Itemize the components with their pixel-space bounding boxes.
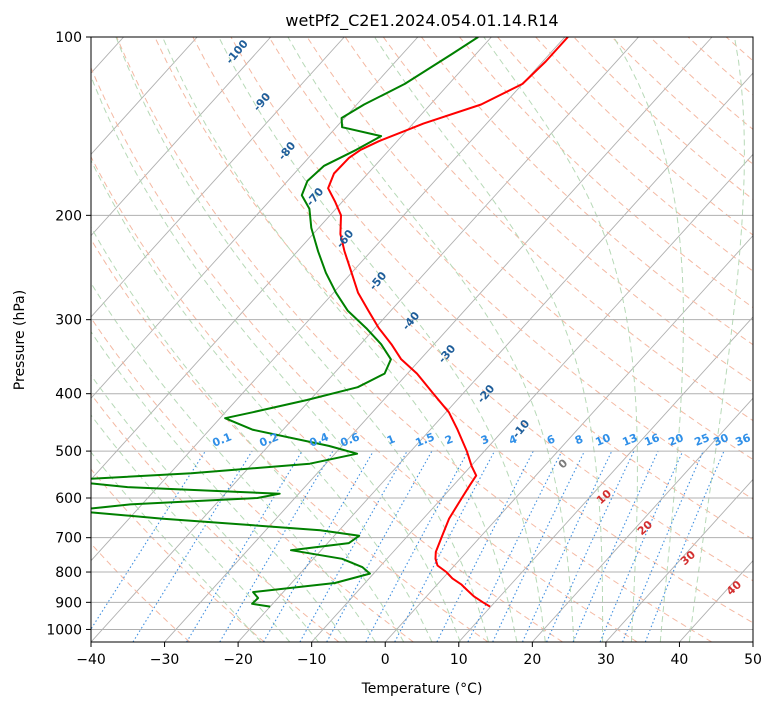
dry-adiabat-line <box>764 37 775 642</box>
x-tick-label: 0 <box>381 652 390 668</box>
y-tick-label: 700 <box>55 531 82 547</box>
x-tick-label: 30 <box>597 652 615 668</box>
y-tick-label: 100 <box>55 30 82 46</box>
y-axis-label: Pressure (hPa) <box>12 290 28 390</box>
x-tick-label: −20 <box>223 652 253 668</box>
y-tick-label: 200 <box>55 208 82 224</box>
y-tick-label: 900 <box>55 595 82 611</box>
x-tick-label: 50 <box>744 652 762 668</box>
y-tick-label: 400 <box>55 387 82 403</box>
plot-background <box>91 37 753 642</box>
y-tick-label: 1000 <box>46 622 82 638</box>
x-tick-label: −30 <box>150 652 180 668</box>
y-tick-label: 800 <box>55 565 82 581</box>
skewt-chart: -100-90-80-70-60-50-40-30-20-10010203040… <box>0 0 775 708</box>
x-tick-label: 20 <box>523 652 541 668</box>
chart-title: wetPf2_C2E1.2024.054.01.14.R14 <box>285 11 558 31</box>
isotherm-line <box>753 37 775 642</box>
x-tick-label: 10 <box>450 652 468 668</box>
x-tick-label: −10 <box>297 652 327 668</box>
x-tick-label: −40 <box>76 652 106 668</box>
y-tick-label: 600 <box>55 491 82 507</box>
x-axis-label: Temperature (°C) <box>361 681 483 697</box>
y-tick-label: 300 <box>55 313 82 329</box>
y-tick-label: 500 <box>55 444 82 460</box>
x-tick-label: 40 <box>671 652 689 668</box>
